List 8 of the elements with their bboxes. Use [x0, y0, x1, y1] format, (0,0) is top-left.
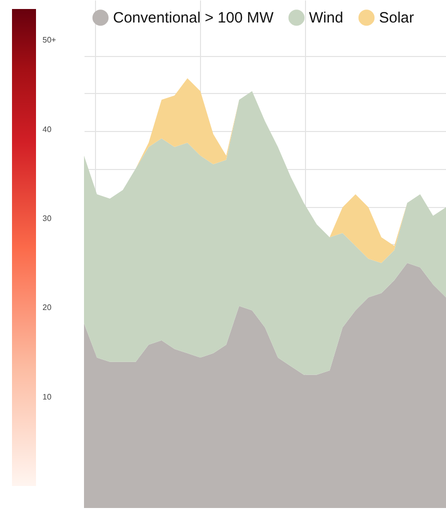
legend-label: Wind: [309, 10, 344, 27]
color-bar-label: 40: [42, 124, 52, 134]
color-bar-label: 30: [42, 214, 52, 224]
legend-label: Conventional > 100 MW: [113, 10, 274, 27]
color-bar-label: 10: [42, 392, 52, 402]
color-bar-label: 20: [42, 303, 52, 312]
color-bar-label: 50+: [42, 36, 56, 45]
legend-label: Solar: [379, 10, 414, 27]
